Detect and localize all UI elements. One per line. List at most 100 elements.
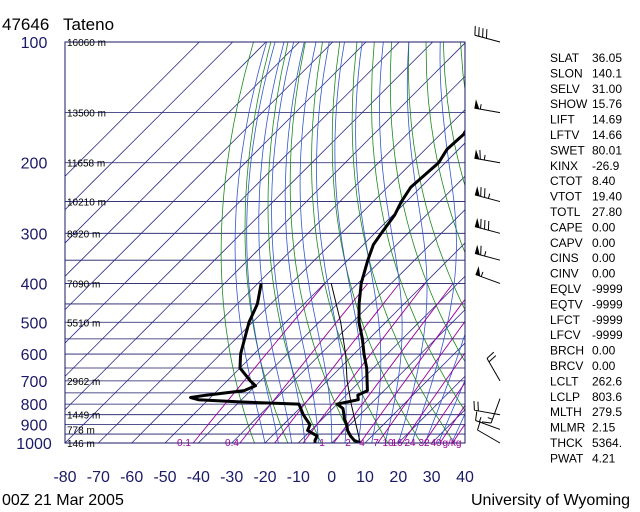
index-key: EQTV [550,297,583,311]
isotherm-line [65,42,400,377]
index-key: SLON [550,66,583,80]
wind-barb [474,244,501,261]
mixing-ratio-label: 4 [359,438,365,449]
mixing-ratio-label: 2 [345,438,351,449]
mixing-ratio-label: 0.1 [177,438,191,449]
temperature-tick-label: 0 [327,469,336,486]
temperature-tick-label: 40 [456,469,474,486]
temperature-tick-label: -40 [187,469,210,486]
index-key: MLMR [550,421,586,435]
pressure-tick-label: 700 [21,374,48,391]
index-key: CAPV [550,236,583,250]
mixing-ratio-line [192,283,326,443]
index-value: -9999 [592,297,623,311]
index-key: LCLT [550,374,579,388]
index-key: KINX [550,159,578,173]
temperature-tick-label: -30 [220,469,243,486]
index-value: 8.40 [592,174,616,188]
index-value: -9999 [592,282,623,296]
isotherm-line [65,42,433,411]
index-key: MLTH [550,405,582,419]
stability-indices: SLAT 36.05 SLON 140.1 SELV 31.00 SHOW 15.76 LIFT… [550,51,623,465]
index-key: SELV [550,82,580,96]
index-value: 19.40 [592,190,622,204]
wind-barb [475,411,501,430]
isotherm-line [65,42,465,443]
mixing-ratio-label: 24 [404,438,416,449]
isotherm-line [65,42,300,277]
moist-adiabat-line [316,42,347,443]
pressure-tick-label: 100 [21,35,48,52]
index-value: 2.15 [592,421,616,435]
index-key: LFTV [550,128,579,142]
mixing-ratio-label: 1 [319,438,325,449]
mixing-ratio-label: g/kg [443,438,462,449]
index-value: 14.69 [592,113,622,127]
index-value: 5364. [592,436,622,450]
isotherm-line [398,375,465,443]
index-value: 15.76 [592,97,622,111]
mixing-ratio-line [452,423,465,443]
index-key: LFCT [550,313,581,327]
pressure-tick-label: 600 [21,347,48,364]
moist-adiabat-line [424,332,465,443]
mixing-ratio-line [302,283,426,443]
mixing-ratio-line [439,404,465,443]
index-key: LFCV [550,328,581,342]
wind-barb [473,400,501,416]
index-key: BRCH [550,344,584,358]
dry-adiabat-line [633,42,640,443]
station-name: Tateno [63,15,114,34]
index-value: -26.9 [592,159,620,173]
height-label: 11658 m [67,159,105,170]
index-value: 140.1 [592,66,622,80]
moist-adiabat-line [411,42,457,443]
mixing-ratio-line [359,298,465,443]
index-key: PWAT [550,451,584,465]
moist-adiabat-line [258,42,293,443]
isotherm-line [264,242,465,443]
mixing-ratio-label: 16 [391,438,403,449]
sounding-series-2 [189,283,319,443]
moist-adiabat-line [271,42,306,443]
moist-adiabat-line [437,379,465,443]
wind-barbs [473,26,501,444]
mixing-ratio-line [377,320,465,443]
temperature-tick-label: -70 [87,469,110,486]
index-value: 31.00 [592,82,622,96]
index-value: -9999 [592,328,623,342]
wind-barb [474,186,501,203]
pressure-tick-label: 500 [21,315,48,332]
mixing-ratio-label: 0.4 [225,438,239,449]
sounding-series-1 [335,129,465,443]
temperature-tick-label: -60 [120,469,143,486]
index-key: EQLV [550,282,581,296]
index-value: 279.5 [592,405,622,419]
isotherm-line [364,342,465,443]
mixing-ratio-line [401,352,465,443]
index-value: 0.00 [592,359,616,373]
moist-adiabat-line [284,42,319,443]
moist-adiabat-line [379,42,403,443]
height-label: 8920 m [67,229,100,240]
isotherm-line [65,42,333,311]
pressure-tick-label: 1000 [16,436,52,453]
temperature-axis-labels: -80 -70 -60 -50 -40 -30 -20 -10 0 10 20 30 40 [53,469,474,486]
observation-time: 00Z 21 Mar 2005 [2,492,124,509]
isotherm-line [65,42,367,344]
index-key: CINS [550,251,579,265]
isotherm-line [198,175,465,443]
pressure-tick-label: 900 [21,418,48,435]
moist-adiabat-line [299,42,333,443]
isotherm-line [65,42,267,244]
dry-adiabat-line [289,42,355,443]
moist-adiabat-line [355,42,382,443]
index-value: 14.66 [592,128,622,142]
temperature-tick-label: -80 [53,469,76,486]
height-label: 2962 m [67,377,100,388]
isotherm-line [298,275,465,443]
temperature-tick-label: -50 [153,469,176,486]
dry-adiabat-line [407,42,465,311]
